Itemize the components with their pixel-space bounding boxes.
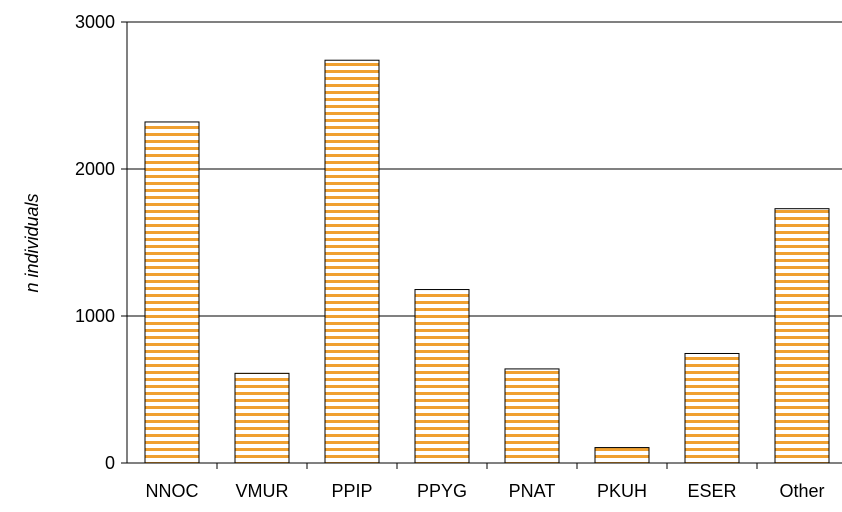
- gridlines: [127, 21, 842, 317]
- bars: [144, 59, 830, 464]
- x-tick-label-ppyg: PPYG: [417, 481, 467, 501]
- bar-vmur: [234, 372, 290, 464]
- bar-pnat: [504, 368, 560, 464]
- x-tick-label-other: Other: [779, 481, 824, 501]
- y-tick-label-1000: 1000: [75, 306, 115, 326]
- bar-pkuh: [594, 447, 650, 464]
- bar-nnoc: [144, 121, 200, 464]
- x-tick-labels: NNOC VMUR PPIP PPYG PNAT PKUH ESER Other: [146, 481, 825, 501]
- axes: [121, 21, 842, 469]
- x-tick-label-nnoc: NNOC: [146, 481, 199, 501]
- y-tick-label-2000: 2000: [75, 159, 115, 179]
- x-tick-label-eser: ESER: [687, 481, 736, 501]
- bar-eser: [684, 352, 740, 464]
- x-tick-label-pkuh: PKUH: [597, 481, 647, 501]
- x-tick-label-ppip: PPIP: [331, 481, 372, 501]
- bar-ppyg: [414, 289, 470, 464]
- bar-ppip: [324, 59, 380, 464]
- y-axis-title: n individuals: [22, 193, 42, 292]
- x-tick-label-vmur: VMUR: [236, 481, 289, 501]
- x-tick-label-pnat: PNAT: [509, 481, 556, 501]
- y-tick-label-3000: 3000: [75, 12, 115, 32]
- y-tick-label-0: 0: [105, 453, 115, 473]
- y-tick-labels: 0 1000 2000 3000: [75, 12, 115, 473]
- bar-other: [774, 208, 830, 464]
